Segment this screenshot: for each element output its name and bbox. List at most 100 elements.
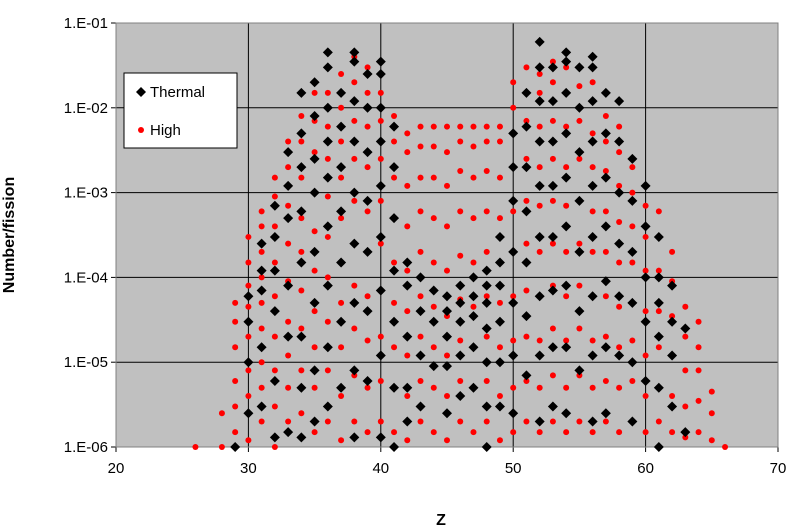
high-point	[708, 410, 715, 417]
thermal-point	[389, 316, 400, 327]
high-point	[430, 174, 437, 181]
high-point	[682, 333, 689, 340]
high-point	[338, 437, 345, 444]
thermal-point	[428, 361, 439, 372]
high-point	[232, 318, 239, 325]
x-tick-label: 60	[637, 460, 654, 477]
high-point	[404, 267, 411, 274]
high-point	[523, 197, 530, 204]
high-point	[245, 282, 252, 289]
high-point	[285, 240, 292, 247]
high-point	[298, 174, 305, 181]
high-point	[285, 418, 292, 425]
high-point	[563, 164, 570, 171]
thermal-point	[269, 231, 280, 242]
high-point	[642, 233, 649, 240]
thermal-point	[614, 96, 625, 107]
high-point	[629, 378, 636, 385]
high-point	[364, 208, 371, 215]
thermal-point	[640, 221, 651, 232]
high-point	[285, 352, 292, 359]
high-point	[483, 138, 490, 145]
thermal-point	[349, 187, 360, 198]
thermal-point	[534, 62, 545, 73]
high-point	[536, 164, 543, 171]
thermal-point	[296, 162, 307, 173]
high-point	[655, 344, 662, 351]
high-point	[510, 293, 517, 300]
high-point	[311, 149, 318, 156]
high-point	[338, 392, 345, 399]
high-point	[602, 113, 609, 120]
thermal-point	[627, 195, 638, 206]
high-point	[258, 223, 265, 230]
x-tick-label: 40	[372, 460, 389, 477]
thermal-point	[521, 311, 532, 322]
thermal-point	[587, 96, 598, 107]
high-point	[576, 282, 583, 289]
high-point	[377, 89, 384, 96]
thermal-point	[375, 285, 386, 296]
thermal-point	[309, 297, 320, 308]
high-point	[417, 333, 424, 340]
high-point	[404, 223, 411, 230]
high-point	[324, 418, 331, 425]
high-point	[218, 410, 225, 417]
high-point	[338, 71, 345, 78]
high-point	[616, 219, 623, 226]
high-point	[391, 299, 398, 306]
high-point	[496, 392, 503, 399]
thermal-point	[667, 350, 678, 361]
high-point	[311, 344, 318, 351]
thermal-point	[283, 147, 294, 158]
thermal-point	[389, 442, 400, 452]
thermal-point	[587, 136, 598, 147]
thermal-point	[442, 408, 452, 419]
high-point	[602, 138, 609, 145]
high-point	[563, 202, 570, 209]
high-point	[536, 71, 543, 78]
high-point	[285, 318, 292, 325]
high-point	[311, 228, 318, 235]
thermal-point	[230, 442, 241, 452]
high-point	[417, 123, 424, 130]
thermal-point	[508, 128, 519, 139]
high-point	[483, 418, 490, 425]
high-point	[549, 58, 556, 65]
high-point	[549, 325, 556, 332]
thermal-point	[362, 376, 373, 387]
y-tick-labels: 1.E-01 1.E-02 1.E-03 1.E-04 1.E-05 1.E-06	[64, 15, 108, 456]
high-point	[523, 378, 530, 385]
high-point	[404, 308, 411, 315]
thermal-point	[309, 365, 320, 376]
high-point	[364, 429, 371, 436]
high-point	[483, 293, 490, 300]
thermal-point	[547, 96, 558, 107]
high-point	[285, 164, 292, 171]
thermal-point	[283, 180, 294, 191]
high-point	[695, 397, 702, 404]
high-point	[563, 337, 570, 344]
high-point	[549, 418, 556, 425]
high-point	[351, 117, 358, 124]
series-thermal	[230, 36, 691, 452]
high-point	[324, 318, 331, 325]
thermal-point	[653, 382, 664, 393]
thermal-point	[640, 272, 651, 283]
thermal-point	[561, 280, 572, 291]
high-point	[695, 318, 702, 325]
high-point	[576, 325, 583, 332]
thermal-point	[336, 121, 347, 132]
high-point	[271, 403, 278, 410]
thermal-point	[640, 316, 651, 327]
high-point	[523, 418, 530, 425]
high-point	[523, 155, 530, 162]
thermal-point	[508, 408, 519, 419]
high-point	[391, 344, 398, 351]
thermal-point	[534, 136, 545, 147]
thermal-point	[468, 382, 479, 393]
high-point	[430, 143, 437, 150]
high-point	[324, 155, 331, 162]
high-point	[616, 384, 623, 391]
high-point	[324, 123, 331, 130]
